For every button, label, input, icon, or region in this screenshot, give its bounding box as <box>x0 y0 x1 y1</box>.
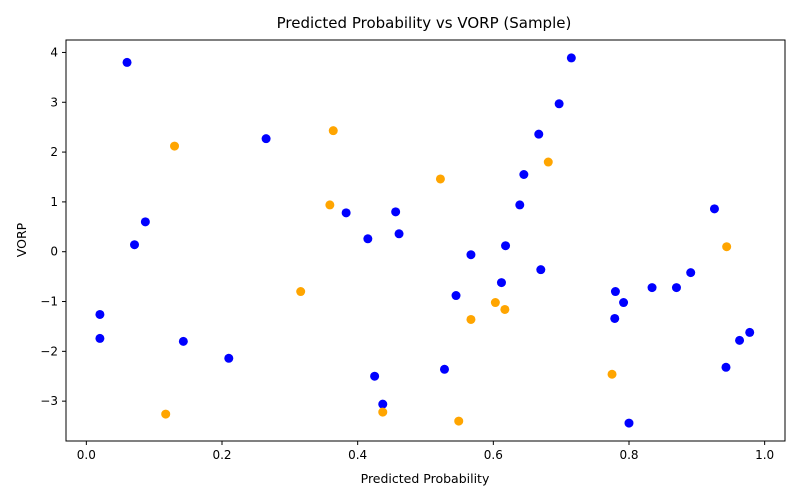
orange-data-point <box>170 141 180 151</box>
plot-area: 0.0 0.2 0.4 0.6 0.8 1.0 −3 −2 −1 0 1 2 3 4 <box>40 39 786 462</box>
x-tick-label: 0.2 <box>212 448 231 462</box>
blue-data-point <box>451 291 461 301</box>
blue-data-point <box>566 53 576 63</box>
blue-data-point <box>519 169 529 179</box>
blue-data-point <box>178 336 188 346</box>
blue-data-point <box>224 353 234 363</box>
blue-data-point <box>130 240 140 250</box>
blue-data-point <box>378 399 388 409</box>
orange-data-point <box>325 200 335 210</box>
blue-data-point <box>122 57 132 67</box>
orange-data-point <box>435 174 445 184</box>
blue-data-point <box>363 234 373 244</box>
y-tick-label: 4 <box>50 45 58 59</box>
y-tick-label: −1 <box>40 295 58 309</box>
blue-data-point <box>95 309 105 319</box>
x-axis-label: Predicted Probability <box>361 471 490 486</box>
blue-data-point <box>391 207 401 217</box>
blue-data-point <box>496 278 506 288</box>
orange-data-point <box>607 369 617 379</box>
blue-data-point <box>610 287 620 297</box>
blue-data-point <box>501 241 511 251</box>
blue-data-point <box>624 418 634 428</box>
blue-data-point <box>140 217 150 227</box>
axes-frame <box>65 39 786 442</box>
blue-data-point <box>261 134 271 144</box>
blue-data-point <box>647 283 657 293</box>
x-axis-ticks: 0.0 0.2 0.4 0.6 0.8 1.0 <box>77 441 774 462</box>
blue-data-point <box>686 268 696 278</box>
blue-data-point <box>554 99 564 109</box>
orange-data-point <box>454 416 464 426</box>
blue-data-point <box>721 362 731 372</box>
blue-data-point <box>671 283 681 293</box>
orange-data-point <box>466 314 476 324</box>
orange-data-point <box>500 304 510 314</box>
x-tick-label: 0.0 <box>77 448 96 462</box>
y-tick-label: 0 <box>50 245 58 259</box>
y-tick-label: 3 <box>50 95 58 109</box>
blue-data-point <box>515 200 525 210</box>
blue-data-point <box>610 313 620 323</box>
blue-data-point <box>95 333 105 343</box>
x-tick-label: 1.0 <box>755 448 774 462</box>
x-tick-label: 0.4 <box>348 448 367 462</box>
orange-data-point <box>490 298 500 308</box>
y-tick-label: 2 <box>50 145 58 159</box>
blue-data-point <box>370 371 380 381</box>
blue-data-point <box>735 335 745 345</box>
x-tick-label: 0.6 <box>484 448 503 462</box>
orange-data-point <box>328 126 338 136</box>
blue-data-point <box>619 298 629 308</box>
orange-data-point <box>543 157 553 167</box>
x-tick-label: 0.8 <box>619 448 638 462</box>
y-tick-label: −2 <box>40 344 58 358</box>
orange-data-point <box>161 409 171 419</box>
orange-data-point <box>378 407 388 417</box>
orange-data-point <box>296 287 306 297</box>
blue-data-point <box>439 364 449 374</box>
y-axis-label: VORP <box>14 222 29 257</box>
blue-data-point <box>745 327 755 337</box>
blue-data-point <box>536 265 546 275</box>
blue-data-point <box>709 204 719 214</box>
data-points <box>95 53 755 428</box>
y-tick-label: 1 <box>50 195 58 209</box>
y-tick-label: −3 <box>40 394 58 408</box>
y-axis-ticks: −3 −2 −1 0 1 2 3 4 <box>40 45 66 408</box>
chart-title: Predicted Probability vs VORP (Sample) <box>277 14 572 32</box>
blue-data-point <box>341 208 351 218</box>
blue-data-point <box>534 129 544 139</box>
blue-data-point <box>466 250 476 260</box>
blue-data-point <box>394 229 404 239</box>
orange-data-point <box>722 242 732 252</box>
